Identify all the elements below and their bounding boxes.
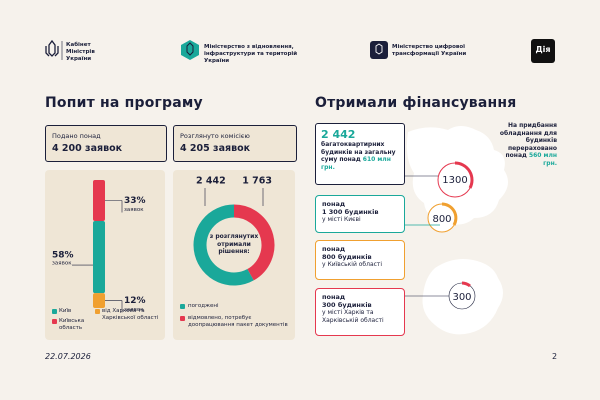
- badge-label: 300: [452, 292, 471, 303]
- stat-caption: Подано понад: [52, 132, 101, 140]
- text: На придбання обладнання для будинків пер…: [499, 122, 557, 159]
- total-box: 2 442 багатоквартирних будинків на загал…: [315, 123, 405, 185]
- share-unit: заявок: [52, 261, 72, 267]
- share-bar: [93, 221, 105, 294]
- legend-label: Київська область: [59, 318, 85, 331]
- funding-box: понад 1 300 будинків у місті Києві: [315, 195, 405, 233]
- legend-swatch: [52, 309, 57, 314]
- ministry-trident: [186, 42, 194, 56]
- donut-label: 1 763: [242, 176, 272, 187]
- badge-label: 1300: [442, 175, 467, 186]
- org-name: Міністерство цифрової трансформації Укра…: [392, 44, 467, 57]
- funding-place: у Київській області: [322, 261, 383, 269]
- stat-value: 4 205 заявок: [180, 143, 251, 154]
- stat-box: Розглянуто комісією 4 205 заявок: [173, 125, 297, 162]
- donut-center: з розглянутих отримали рішення:: [209, 233, 259, 255]
- legend-swatch: [180, 316, 185, 321]
- donut-label: 2 442: [196, 176, 226, 187]
- digital-trident: [375, 43, 383, 55]
- section-title: Попит на програму: [45, 95, 203, 111]
- badge-arc: [454, 161, 474, 189]
- stat-value: 4 200 заявок: [52, 143, 123, 154]
- legend-swatch: [180, 304, 185, 309]
- app-icon: [531, 39, 555, 63]
- badge-arc: [441, 202, 458, 226]
- share-bar: [93, 293, 105, 308]
- funding-value: 800 будинків: [322, 253, 372, 262]
- funding-prefix: понад: [322, 245, 346, 253]
- org-name: Міністерство з відновлення, інфраструкту…: [204, 44, 298, 64]
- share-unit: заявок: [124, 207, 144, 213]
- legend-label: від Харкова та Харківської області: [102, 308, 159, 321]
- funding-value: 300 будинків: [322, 301, 372, 310]
- amount: 560 млн грн.: [528, 152, 557, 167]
- funding-prefix: понад: [322, 293, 346, 301]
- funding-place: у місті Києві: [322, 216, 361, 224]
- org-name: Кабінет Міністрів України: [66, 42, 95, 62]
- ministry-icon: [181, 40, 199, 60]
- text: багатоквартирних будинків на загальну су…: [321, 141, 396, 163]
- page-number: 2: [552, 352, 558, 361]
- date: 22.07.2026: [45, 352, 91, 361]
- legend-label: Київ: [59, 308, 72, 314]
- amount: 610 млн грн.: [321, 156, 391, 171]
- funding-box: понад 800 будинків у Київській області: [315, 240, 405, 280]
- funding-place: у місті Харків та Харківській області: [322, 309, 384, 324]
- donut-segment: [193, 204, 254, 286]
- total-text: багатоквартирних будинків на загальну су…: [321, 141, 399, 171]
- donut-segment: [233, 204, 275, 281]
- legend-swatch: [52, 319, 57, 324]
- equipment-note: На придбання обладнання для будинків пер…: [495, 122, 557, 167]
- share-label: 33%: [124, 196, 146, 206]
- legend-swatch: [95, 309, 100, 314]
- funding-value: 1 300 будинків: [322, 208, 379, 217]
- share-bar: [93, 180, 105, 222]
- stat-caption: Розглянуто комісією: [180, 132, 250, 140]
- legend-label: погоджені: [188, 303, 219, 309]
- total-value: 2 442: [321, 128, 356, 141]
- app-name: Дія: [535, 45, 551, 54]
- share-unit: заявок: [124, 307, 144, 313]
- digital-icon: [370, 41, 388, 59]
- share-label: 58%: [52, 251, 74, 261]
- legend-label: відмовлено, потребує доопрацювання пакет…: [188, 315, 288, 328]
- badge-arc: [461, 281, 471, 288]
- trident-icon: [45, 39, 59, 57]
- section-title: Отримали фінансування: [315, 95, 517, 111]
- funding-prefix: понад: [322, 200, 346, 208]
- stat-box: Подано понад 4 200 заявок: [45, 125, 167, 162]
- badge-label: 800: [432, 214, 451, 225]
- share-label: 12%: [124, 296, 146, 306]
- decisions-panel: [173, 170, 295, 340]
- funding-box: понад 300 будинків у місті Харків та Хар…: [315, 288, 405, 336]
